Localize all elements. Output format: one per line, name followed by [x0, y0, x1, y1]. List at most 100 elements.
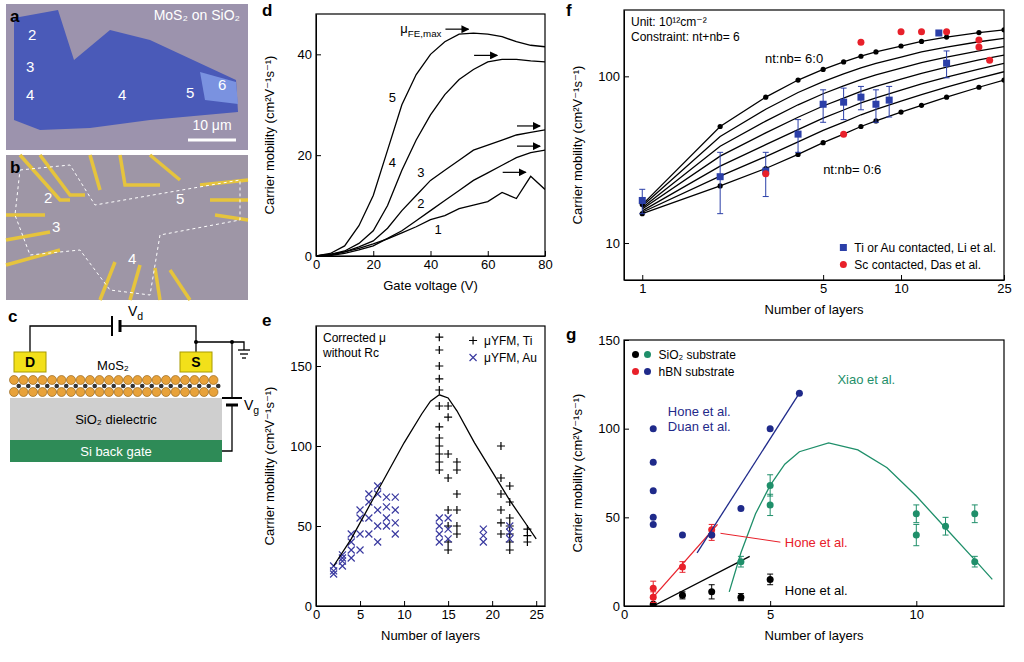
marker: [858, 54, 863, 59]
electrode: [90, 155, 100, 190]
atom-s: [29, 376, 38, 385]
tick-mark: [316, 526, 321, 527]
region-label: 5: [186, 84, 194, 101]
tick-label: 25: [529, 607, 543, 622]
y-axis: 050100150: [290, 327, 321, 614]
atom-s: [181, 376, 190, 385]
series-label: 5: [389, 90, 396, 105]
tick-label: 60: [481, 257, 495, 272]
atom-mo: [16, 384, 21, 389]
y-tick: 100: [598, 69, 629, 84]
axis-line: [625, 606, 1005, 607]
line: [642, 55, 1004, 209]
tick-label: 10: [397, 607, 411, 622]
marker: [348, 555, 355, 562]
tick-label: 1: [639, 281, 646, 296]
tick-label: 0: [305, 599, 312, 614]
line: [642, 80, 1004, 214]
marker: [435, 346, 443, 354]
error-bar: [858, 86, 864, 109]
tick-label: 150: [290, 359, 312, 374]
marker: [444, 413, 452, 421]
atom-mo: [216, 384, 221, 389]
marker: [840, 131, 847, 138]
series-annotation: Xiao et al.: [837, 372, 895, 387]
electrode: [6, 213, 45, 217]
x-tick: 20: [367, 251, 381, 272]
electrode: [210, 198, 248, 202]
marker: [445, 535, 452, 542]
marker: [708, 588, 715, 595]
marker: [392, 507, 399, 514]
atom-mo: [178, 384, 183, 389]
tick-label: 25: [997, 281, 1011, 296]
y-axis: 050100150: [598, 333, 629, 614]
tick-label: 10: [910, 607, 924, 622]
marker: [497, 442, 505, 450]
tick-label: 100: [598, 421, 620, 436]
x-tick: 25: [529, 601, 543, 622]
error-bar: [820, 90, 826, 122]
atom-s: [10, 376, 19, 385]
marker: [919, 39, 924, 44]
atom-s: [95, 388, 104, 397]
x-axis: 0510: [621, 601, 1005, 622]
tick-label: 10: [606, 236, 620, 251]
wire: [120, 326, 196, 352]
x-tick: 80: [538, 251, 552, 272]
tick-mark: [536, 601, 537, 606]
marker: [383, 515, 390, 522]
max-arrow: [517, 125, 540, 126]
x-axis-title: Number of layers: [381, 628, 480, 643]
region-label: 4: [118, 86, 126, 103]
series-annotation: Hone et al.: [785, 583, 848, 598]
marker: [913, 532, 920, 539]
marker: [767, 425, 774, 432]
atom-s: [143, 376, 152, 385]
atom-s: [86, 388, 95, 397]
chart: f15102510100Number of layersCarrier mobi…: [566, 1, 1012, 317]
marker: [365, 491, 372, 498]
atom-s: [143, 388, 152, 397]
atom-s: [10, 388, 19, 397]
x-axis-title: Number of layers: [765, 302, 864, 317]
atom-s: [209, 388, 218, 397]
tick-label: 50: [606, 510, 620, 525]
marker: [383, 523, 390, 530]
region-label: 6: [218, 76, 226, 93]
marker: [1001, 27, 1004, 32]
ground: [242, 357, 246, 358]
atom-s: [133, 376, 142, 385]
legend-marker: [840, 261, 847, 268]
tick-label: 0: [621, 607, 628, 622]
series-label: 1: [435, 222, 442, 237]
marker: [444, 474, 452, 482]
legend-entry: μYFM, Ti: [469, 334, 532, 348]
marker: [436, 539, 443, 546]
atom-s: [67, 376, 76, 385]
error-bar: [717, 152, 723, 213]
atom-s: [133, 388, 142, 397]
y-axis: 02040: [298, 15, 321, 264]
atom-s: [124, 376, 133, 385]
axis-line: [317, 606, 546, 607]
legend: SiO₂ substratehBN substrate: [632, 348, 736, 379]
legend-marker: [644, 351, 651, 358]
marker: [357, 531, 364, 538]
max-arrow: [445, 29, 468, 30]
marker: [650, 425, 657, 432]
tick-label: 0: [313, 257, 320, 272]
y-tick: 50: [298, 519, 321, 534]
marker: [480, 539, 487, 546]
atom-s: [57, 376, 66, 385]
wire: [231, 342, 232, 398]
marker: [357, 547, 364, 554]
marker: [767, 576, 774, 583]
marker: [392, 531, 399, 538]
atom-s: [95, 376, 104, 385]
error-bar: [763, 152, 769, 196]
annotation: Constraint: nt+nb= 6: [631, 30, 740, 44]
marker: [453, 490, 461, 498]
tick-mark: [916, 601, 917, 606]
marks: [650, 390, 993, 606]
